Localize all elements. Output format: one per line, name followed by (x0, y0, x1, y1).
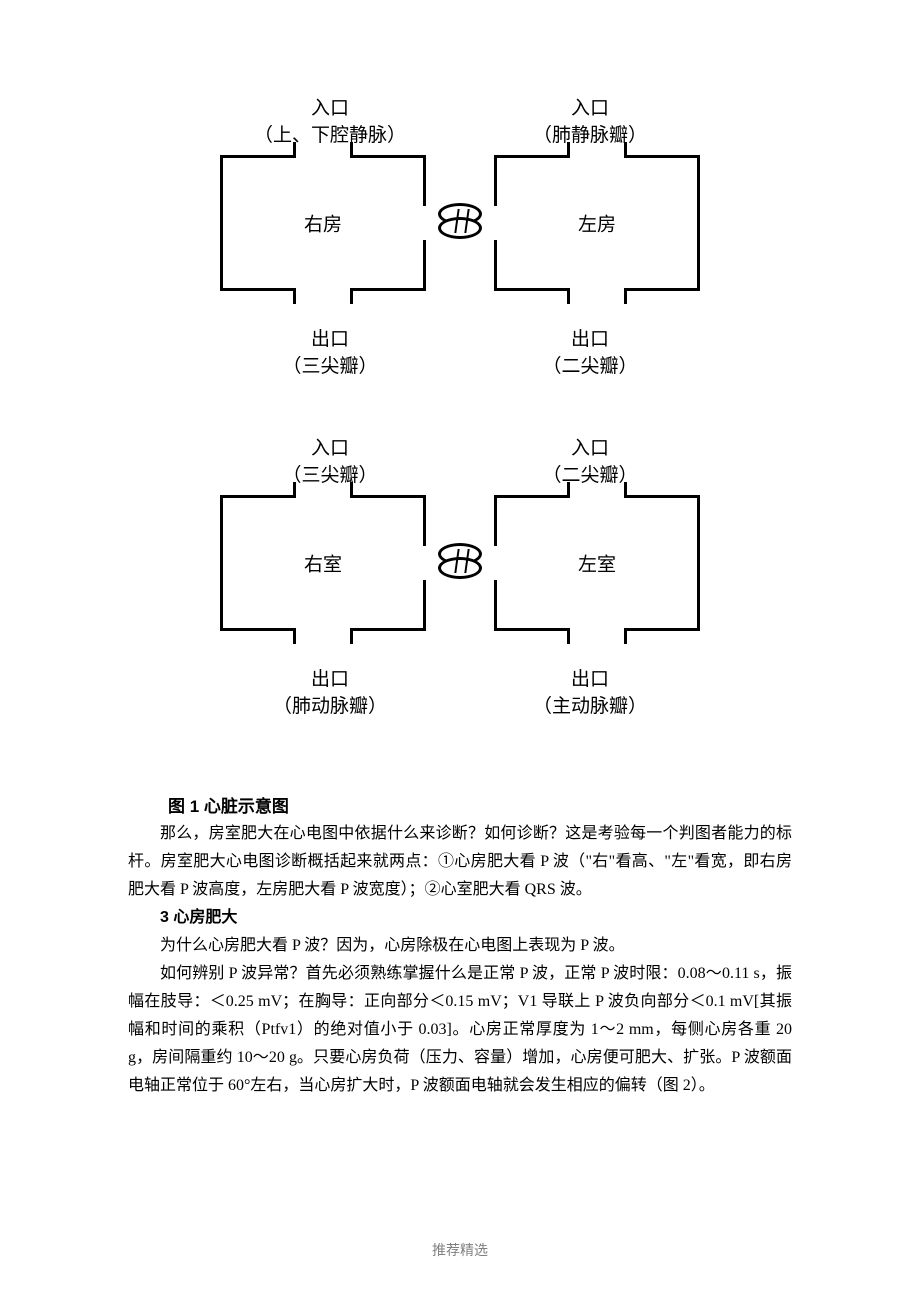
opening-notch (567, 628, 627, 631)
tick-mark (293, 482, 296, 498)
atria-block: 入口 （上、下腔静脉） 入口 （肺静脉瓣） 右房 (210, 96, 710, 380)
chamber-name: 左室 (578, 550, 616, 577)
ventricles-bottom-labels: 出口 （肺动脉瓣） 出口 （主动脉瓣） (210, 667, 710, 720)
label-text: （二尖瓣） (470, 354, 710, 381)
body-text: 那么，房室肥大在心电图中依据什么来诊断？如何诊断？这是考验每一个判图者能力的标杆… (128, 820, 792, 1100)
paragraph: 为什么心房肥大看 P 波？因为，心房除极在心电图上表现为 P 波。 (128, 932, 792, 960)
tick-mark (350, 482, 353, 498)
opening-notch (423, 206, 426, 240)
label-text: （主动脉瓣） (470, 694, 710, 721)
tick-mark (293, 288, 296, 304)
opening-notch (293, 155, 353, 158)
heart-diagram: 入口 （上、下腔静脉） 入口 （肺静脉瓣） 右房 (210, 96, 710, 776)
atria-top-labels: 入口 （上、下腔静脉） 入口 （肺静脉瓣） (210, 96, 710, 149)
valve-ring-icon (438, 203, 482, 241)
figure-caption: 图 1 心脏示意图 (168, 792, 289, 817)
label-text: （肺动脉瓣） (210, 694, 450, 721)
right-ventricle-inlet-label: 入口 （三尖瓣） (210, 436, 450, 489)
opening-notch (567, 155, 627, 158)
tick-mark (567, 628, 570, 644)
label-text: 入口 (470, 436, 710, 463)
chamber-name: 右室 (304, 550, 342, 577)
right-ventricle-outlet-label: 出口 （肺动脉瓣） (210, 667, 450, 720)
tick-mark (624, 142, 627, 158)
left-ventricle-inlet-label: 入口 （二尖瓣） (470, 436, 710, 489)
tick-mark (567, 482, 570, 498)
chamber-name: 左房 (578, 210, 616, 237)
ventricles-row: 右室 左室 (210, 495, 710, 655)
tick-mark (293, 628, 296, 644)
right-ventricle-box: 右室 (220, 495, 426, 631)
atria-row: 右房 左房 (210, 155, 710, 315)
opening-notch (293, 495, 353, 498)
section-heading: 3 心房肥大 (128, 904, 792, 932)
label-text: 出口 (210, 667, 450, 694)
opening-notch (293, 628, 353, 631)
left-ventricle-box: 左室 (494, 495, 700, 631)
label-text: 出口 (210, 327, 450, 354)
label-text: （二尖瓣） (470, 463, 710, 490)
label-text: （三尖瓣） (210, 354, 450, 381)
right-atrium-inlet-label: 入口 （上、下腔静脉） (210, 96, 450, 149)
label-text: 入口 (210, 436, 450, 463)
label-text: 出口 (470, 667, 710, 694)
left-ventricle-outlet-label: 出口 （主动脉瓣） (470, 667, 710, 720)
opening-notch (494, 206, 497, 240)
right-atrium-outlet-label: 出口 （三尖瓣） (210, 327, 450, 380)
tick-mark (624, 628, 627, 644)
opening-notch (567, 495, 627, 498)
atria-bottom-labels: 出口 （三尖瓣） 出口 （二尖瓣） (210, 327, 710, 380)
tick-mark (350, 288, 353, 304)
label-text: （上、下腔静脉） (210, 123, 450, 150)
ventricles-top-labels: 入口 （三尖瓣） 入口 （二尖瓣） (210, 436, 710, 489)
opening-notch (423, 546, 426, 580)
left-atrium-inlet-label: 入口 （肺静脉瓣） (470, 96, 710, 149)
opening-notch (494, 546, 497, 580)
ventricles-block: 入口 （三尖瓣） 入口 （二尖瓣） 右室 (210, 436, 710, 720)
opening-notch (293, 288, 353, 291)
paragraph: 那么，房室肥大在心电图中依据什么来诊断？如何诊断？这是考验每一个判图者能力的标杆… (128, 820, 792, 904)
paragraph: 如何辨别 P 波异常？首先必须熟练掌握什么是正常 P 波，正常 P 波时限：0.… (128, 960, 792, 1100)
left-atrium-box: 左房 (494, 155, 700, 291)
left-atrium-outlet-label: 出口 （二尖瓣） (470, 327, 710, 380)
opening-notch (567, 288, 627, 291)
page: 入口 （上、下腔静脉） 入口 （肺静脉瓣） 右房 (0, 0, 920, 1302)
chamber-name: 右房 (304, 210, 342, 237)
footer-text: 推荐精选 (0, 1240, 920, 1260)
tick-mark (350, 628, 353, 644)
tick-mark (624, 482, 627, 498)
valve-ring-icon (438, 543, 482, 581)
tick-mark (293, 142, 296, 158)
tick-mark (567, 142, 570, 158)
tick-mark (350, 142, 353, 158)
label-text: 出口 (470, 327, 710, 354)
tick-mark (567, 288, 570, 304)
right-atrium-box: 右房 (220, 155, 426, 291)
label-text: 入口 (210, 96, 450, 123)
label-text: （三尖瓣） (210, 463, 450, 490)
label-text: （肺静脉瓣） (470, 123, 710, 150)
label-text: 入口 (470, 96, 710, 123)
tick-mark (624, 288, 627, 304)
